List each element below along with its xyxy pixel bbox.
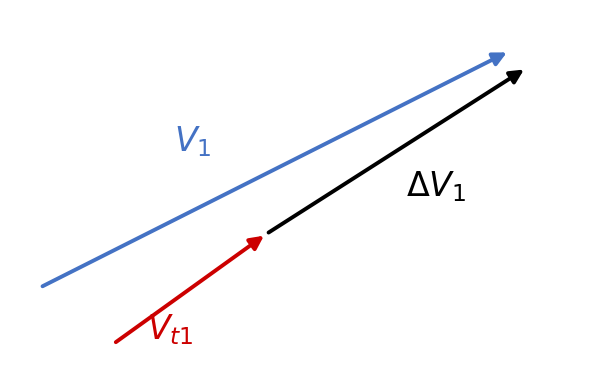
Text: $V_1$: $V_1$ <box>174 124 211 158</box>
Text: $\Delta V_1$: $\Delta V_1$ <box>406 169 466 204</box>
Text: $V_{t1}$: $V_{t1}$ <box>147 312 193 347</box>
